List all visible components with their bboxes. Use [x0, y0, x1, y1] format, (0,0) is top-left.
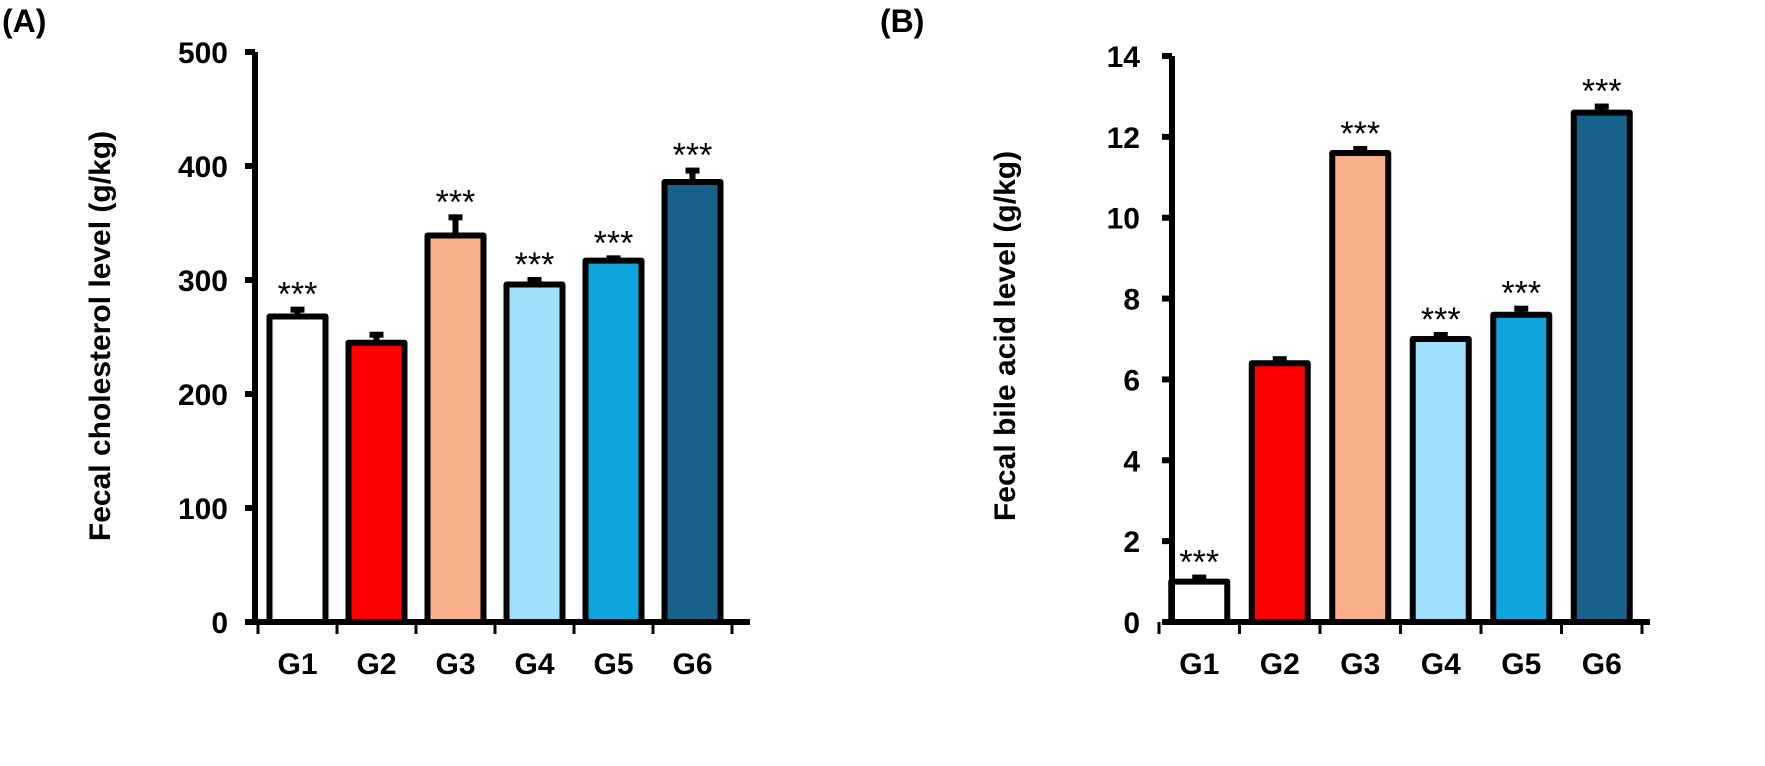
x-tick-label: G6 [1582, 648, 1622, 681]
x-tick-label: G1 [277, 648, 317, 681]
significance-label: *** [1501, 275, 1541, 313]
significance-label: *** [436, 183, 476, 221]
significance-label: *** [1179, 544, 1219, 582]
x-tick-label: G4 [1421, 648, 1461, 681]
x-tick-label: G6 [672, 648, 712, 681]
bar-g1 [266, 313, 329, 625]
y-tick-label: 0 [211, 607, 228, 640]
bar-g6 [1570, 109, 1633, 625]
x-tick-label: G3 [435, 648, 475, 681]
y-axis-label-b: Fecal bile acid level (g/kg) [989, 151, 1022, 521]
y-tick-label: 200 [178, 379, 228, 412]
bar-g5 [1490, 311, 1553, 625]
y-tick-label: 10 [1107, 203, 1140, 236]
y-tick-label: 6 [1123, 364, 1140, 397]
chart-a-cholesterol: (A) Fecal cholesterol level (g/kg) *** G1… [2, 3, 750, 681]
y-tick-label: 300 [178, 265, 228, 298]
y-axis-label-a: Fecal cholesterol level (g/kg) [84, 131, 117, 541]
bar-g2 [1248, 360, 1311, 625]
x-tick-label: G3 [1340, 648, 1380, 681]
y-tick-label: 2 [1123, 526, 1140, 559]
y-tick-label: 12 [1107, 122, 1140, 155]
significance-label: *** [1340, 115, 1380, 153]
panel-label-b: (B) [880, 3, 924, 39]
bar-g1 [1168, 578, 1231, 625]
bar-g4 [1409, 336, 1472, 625]
x-tick-label: G1 [1179, 648, 1219, 681]
bar-g6 [661, 178, 724, 626]
y-tick-label: 14 [1107, 41, 1141, 74]
y-tick-label: 8 [1123, 284, 1140, 317]
x-tick-label: G2 [356, 648, 396, 681]
y-tick-label: 100 [178, 493, 228, 526]
bar-g2 [345, 339, 408, 625]
significance-label: *** [673, 137, 713, 175]
chart-b-bile-acid: (B) Fecal bile acid level (g/kg) *** G1 G2… [880, 3, 1650, 681]
x-tick-label: G2 [1260, 648, 1300, 681]
significance-label: *** [594, 224, 634, 262]
y-tick-label: 4 [1123, 445, 1140, 478]
significance-label: *** [278, 276, 318, 314]
y-tick-label: 500 [178, 37, 228, 70]
y-tick-label: 400 [178, 151, 228, 184]
bar-g3 [1329, 150, 1392, 625]
x-tick-label: G5 [1501, 648, 1541, 681]
bar-g5 [582, 257, 645, 625]
bar-g4 [503, 281, 566, 625]
significance-label: *** [1582, 73, 1622, 111]
significance-label: *** [515, 246, 555, 284]
significance-label: *** [1421, 301, 1461, 339]
y-tick-label: 0 [1123, 607, 1140, 640]
x-tick-label: G5 [593, 648, 633, 681]
x-tick-label: G4 [514, 648, 554, 681]
bar-g3 [424, 232, 487, 625]
panel-label-a: (A) [2, 3, 46, 39]
